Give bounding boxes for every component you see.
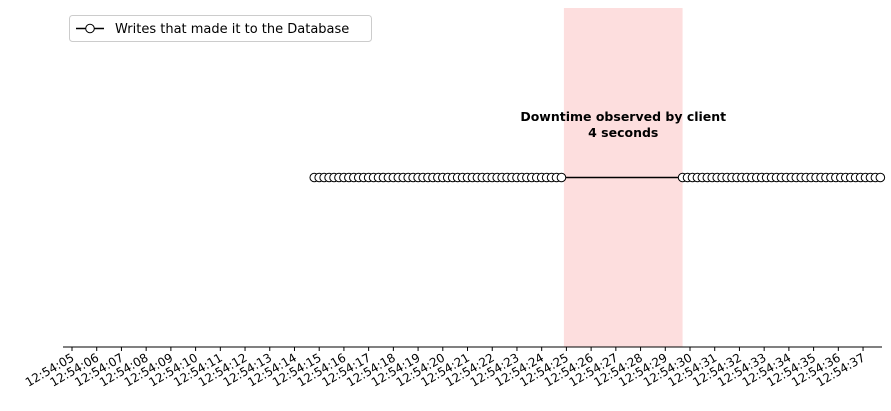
series-layer	[309, 172, 886, 183]
data-point	[875, 172, 886, 183]
legend-label: Writes that made it to the Database	[115, 22, 349, 37]
legend-marker	[85, 23, 95, 34]
legend-box	[69, 15, 372, 42]
data-point	[556, 172, 567, 183]
x-ticks: 12:54:0512:54:0612:54:0712:54:0812:54:09…	[23, 347, 868, 390]
legend: Writes that made it to the Database	[69, 15, 372, 42]
annotation-title: Downtime observed by client	[520, 109, 726, 124]
annotation-duration: 4 seconds	[588, 125, 658, 140]
